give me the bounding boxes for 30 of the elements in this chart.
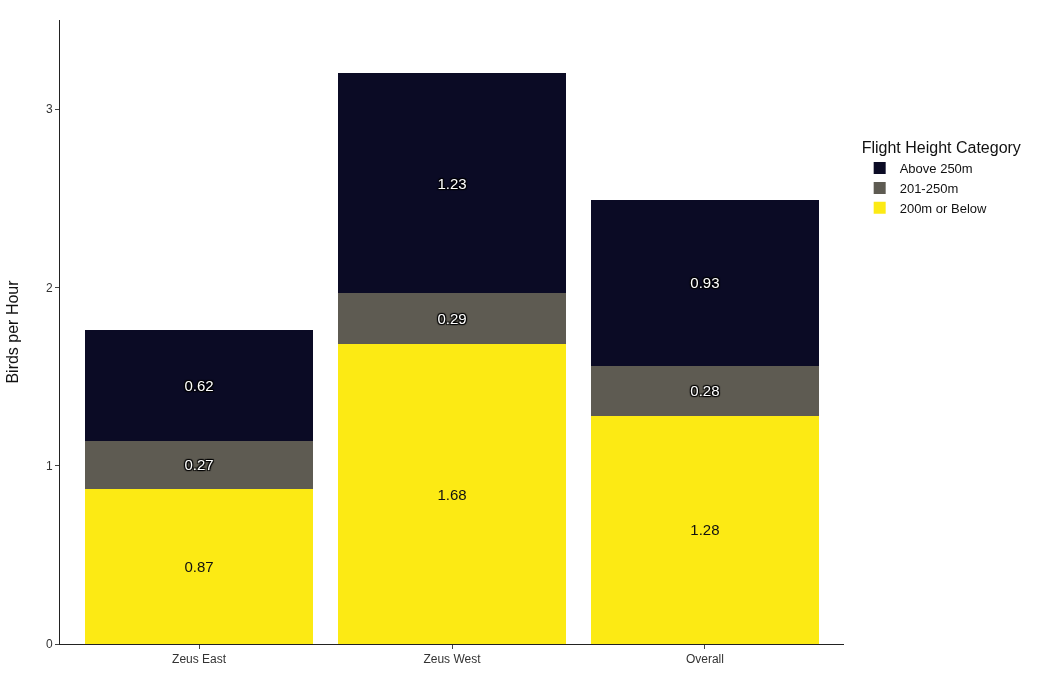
data-label: 0.93: [690, 274, 720, 292]
bar: [85, 440, 313, 489]
data-label: 0.62: [184, 376, 214, 394]
bar: [591, 200, 819, 366]
data-label: 0.87: [184, 557, 214, 575]
data-label: 1.68: [437, 485, 467, 503]
bar: [591, 415, 819, 644]
bar: [85, 488, 313, 644]
y-tick-label: 3: [45, 102, 53, 117]
data-label: 0.29: [437, 310, 467, 328]
bar: [338, 344, 566, 644]
x-tick-label: Zeus West: [423, 652, 482, 667]
data-label: 1.23: [437, 174, 467, 192]
bar: [338, 73, 566, 293]
x-tick-label: Overall: [685, 652, 724, 667]
x-tick-label: Zeus East: [172, 652, 227, 667]
data-label: 0.28: [690, 382, 720, 400]
data-label: 1.28: [690, 521, 720, 539]
y-axis-title: Birds per Hour: [4, 279, 21, 384]
y-tick-label: 0: [45, 637, 53, 652]
y-tick-label: 1: [45, 458, 53, 473]
bar: [591, 365, 819, 416]
data-label: 0.27: [184, 456, 214, 474]
legend-label: 200m or Below: [899, 200, 987, 216]
legend-label: 201-250m: [899, 181, 959, 197]
bar: [85, 330, 313, 441]
legend-label: Above 250m: [899, 161, 973, 177]
bar: [338, 292, 566, 345]
legend-title: Flight Height Category: [861, 139, 1021, 157]
y-tick-label: 2: [45, 280, 53, 295]
